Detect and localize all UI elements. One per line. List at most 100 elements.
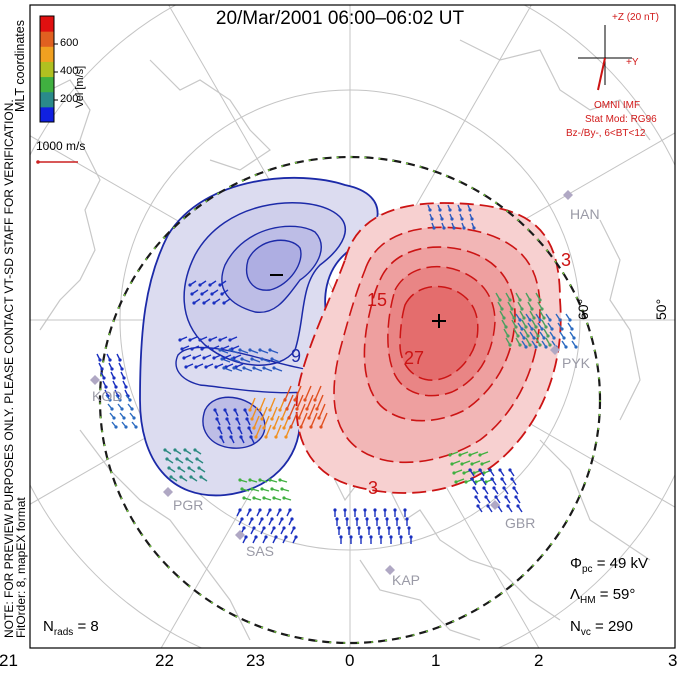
velocity-vector-origin xyxy=(428,208,432,212)
velocity-vector-origin xyxy=(260,357,264,361)
velocity-vector-origin xyxy=(502,316,506,320)
colorbar-tick-400: 400 xyxy=(60,65,79,77)
colorbar-tick-600: 600 xyxy=(60,37,79,49)
station-sas: SAS xyxy=(246,543,275,559)
velocity-vector-origin xyxy=(175,457,179,461)
velocity-vector-origin xyxy=(504,325,508,329)
velocity-vector-origin xyxy=(464,480,468,484)
velocity-vector-origin xyxy=(114,425,118,429)
velocity-vector-origin xyxy=(282,496,286,500)
velocity-vector-origin xyxy=(222,301,226,305)
velocity-vector-origin xyxy=(498,468,502,472)
velocity-vector-origin xyxy=(313,398,317,402)
colorbar-border xyxy=(39,15,55,123)
velocity-vector-origin xyxy=(482,486,486,490)
velocity-vector-origin xyxy=(227,426,231,430)
velocity-vector-origin xyxy=(190,292,194,296)
velocity-vector-origin xyxy=(258,348,262,352)
velocity-vector xyxy=(290,412,298,428)
velocity-vector-origin xyxy=(474,495,478,499)
velocity-vector-origin xyxy=(540,327,544,331)
velocity-vector-origin xyxy=(210,292,214,296)
velocity-vector-origin xyxy=(359,535,363,539)
velocity-vector-origin xyxy=(383,508,387,512)
negative-contour-label: 9 xyxy=(291,346,302,366)
velocity-vector-origin xyxy=(193,448,197,452)
velocity-vector-origin xyxy=(570,327,574,331)
velocity-vector-origin xyxy=(462,471,466,475)
velocity-vector-origin xyxy=(272,526,276,530)
colorbar-segment xyxy=(40,91,54,108)
velocity-vector-origin xyxy=(240,487,244,491)
velocity-vector-origin xyxy=(309,425,313,429)
velocity-vector-origin xyxy=(177,466,181,470)
velocity-vector-origin xyxy=(268,508,272,512)
velocity-vector-origin xyxy=(468,208,472,212)
velocity-vector-origin xyxy=(262,426,266,430)
velocity-vector-origin xyxy=(250,417,254,421)
velocity-vector-origin xyxy=(508,468,512,472)
velocity-vector-origin xyxy=(287,416,291,420)
velocity-vector-origin xyxy=(307,416,311,420)
velocity-vector-origin xyxy=(524,345,528,349)
velocity-vector-origin xyxy=(242,496,246,500)
velocity-vector-origin xyxy=(220,357,224,361)
velocity-vector-origin xyxy=(268,348,272,352)
velocity-vector xyxy=(298,403,306,419)
velocity-vector xyxy=(271,406,278,420)
imf-dial xyxy=(578,25,632,91)
velocity-vector-origin xyxy=(250,357,254,361)
velocity-vector-origin xyxy=(208,283,212,287)
velocity-vector-origin xyxy=(548,343,552,347)
velocity-vector-origin xyxy=(407,526,411,530)
velocity-vector-origin xyxy=(490,477,494,481)
velocity-vector-origin xyxy=(104,385,108,389)
velocity-vector-origin xyxy=(488,468,492,472)
velocity-vector-origin xyxy=(432,226,436,230)
velocity-vector-origin xyxy=(210,347,214,351)
velocity-vector-origin xyxy=(442,226,446,230)
velocity-vector-origin xyxy=(260,487,264,491)
velocity-vector-origin xyxy=(272,366,276,370)
velocity-vector-origin xyxy=(240,517,244,521)
velocity-vector-origin xyxy=(214,365,218,369)
velocity-vector-origin xyxy=(122,416,126,420)
velocity-vector-origin xyxy=(516,334,520,338)
velocity-vector-origin xyxy=(248,478,252,482)
plot-frame xyxy=(29,4,676,649)
station-pgr: PGR xyxy=(173,497,204,513)
velocity-vector-origin xyxy=(262,496,266,500)
colorbar-segment xyxy=(40,16,54,32)
velocity-vector xyxy=(308,403,316,419)
velocity-vector-origin xyxy=(212,301,216,305)
velocity-vector-origin xyxy=(542,336,546,340)
velocity-vector-origin xyxy=(385,517,389,521)
velocity-vector-origin xyxy=(199,475,203,479)
fitorder-label: FitOrder: 8, mapEX format xyxy=(14,497,28,638)
velocity-vector xyxy=(296,394,304,410)
velocity-vector-origin xyxy=(270,357,274,361)
velocity-vector-origin xyxy=(132,416,136,420)
velocity-vector-origin xyxy=(215,417,219,421)
velocity-vector-origin xyxy=(167,466,171,470)
velocity-vector-origin xyxy=(220,292,224,296)
velocity-vector-origin xyxy=(223,408,227,412)
velocity-vector-origin xyxy=(379,535,383,539)
velocity-vector-origin xyxy=(337,526,341,530)
velocity-vector-origin xyxy=(249,435,253,439)
velocity-vector-origin xyxy=(124,385,128,389)
velocity-vector-origin xyxy=(248,348,252,352)
velocity-vector-origin xyxy=(272,496,276,500)
velocity-vector-origin xyxy=(278,508,282,512)
velocity-vector-origin xyxy=(530,327,534,331)
velocity-vector-origin xyxy=(395,517,399,521)
velocity-vector-origin xyxy=(114,385,118,389)
velocity-vector-origin xyxy=(252,426,256,430)
radar-count: Nrads = 8 xyxy=(43,618,99,638)
velocity-vector-origin xyxy=(472,486,476,490)
velocity-vector-origin xyxy=(268,408,272,412)
velocity-vector-origin xyxy=(188,338,192,342)
velocity-vector-origin xyxy=(274,535,278,539)
velocity-vector-origin xyxy=(514,495,518,499)
hm-boundary-latitude: ΛHM = 59° xyxy=(570,586,636,606)
